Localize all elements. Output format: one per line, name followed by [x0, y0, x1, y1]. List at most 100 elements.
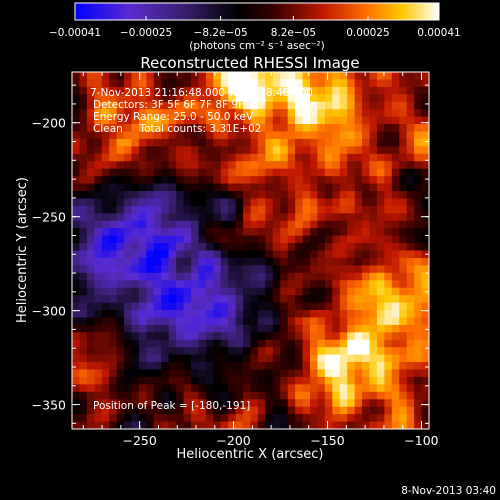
heatmap-cell	[198, 220, 207, 229]
heatmap-cell	[414, 406, 422, 415]
heatmap-cell	[116, 376, 125, 385]
heatmap-cell	[183, 161, 192, 170]
heatmap-cell	[153, 146, 162, 155]
heatmap-cell	[414, 153, 422, 162]
heatmap-cell	[183, 131, 192, 140]
heatmap-cell	[235, 228, 244, 237]
heatmap-cell	[272, 376, 281, 385]
heatmap-cell	[376, 161, 385, 170]
heatmap-cell	[265, 257, 274, 266]
heatmap-cell	[243, 138, 251, 147]
heatmap-cell	[101, 310, 110, 318]
heatmap-cell	[302, 138, 311, 147]
heatmap-cell	[116, 347, 125, 356]
heatmap-cell	[213, 369, 222, 378]
heatmap-cell	[131, 272, 140, 281]
heatmap-cell	[250, 369, 259, 378]
heatmap-cell	[354, 376, 363, 385]
heatmap-cell	[124, 414, 132, 422]
heatmap-cell	[153, 287, 162, 296]
heatmap-cell	[280, 369, 289, 378]
heatmap-cell	[384, 339, 393, 348]
heatmap-cell	[406, 369, 415, 378]
heatmap-cell	[124, 406, 132, 415]
heatmap-cell	[220, 250, 229, 259]
heatmap-cell	[347, 295, 356, 303]
heatmap-cell	[228, 391, 237, 400]
heatmap-cell	[317, 310, 326, 318]
heatmap-cell	[280, 332, 289, 341]
heatmap-cell	[257, 228, 266, 237]
heatmap-cell	[168, 153, 177, 162]
heatmap-cell	[205, 205, 214, 214]
heatmap-cell	[72, 354, 80, 363]
heatmap-cell	[205, 138, 214, 147]
heatmap-cell	[376, 228, 385, 237]
heatmap-cell	[72, 138, 80, 147]
heatmap-cell	[295, 168, 303, 177]
heatmap-cell	[146, 384, 155, 393]
heatmap-cell	[272, 332, 281, 341]
heatmap-cell	[101, 94, 110, 103]
heatmap-cell	[72, 183, 80, 192]
heatmap-cell	[101, 124, 110, 132]
heatmap-cell	[354, 94, 363, 103]
heatmap-cell	[72, 295, 80, 303]
heatmap-cell	[228, 72, 237, 80]
heatmap-cell	[302, 235, 311, 244]
heatmap-cell	[198, 265, 207, 274]
heatmap-cell	[161, 101, 170, 110]
heatmap-cell	[310, 198, 318, 207]
heatmap-cell	[153, 116, 162, 125]
heatmap-cell	[146, 310, 155, 318]
heatmap-cell	[287, 191, 296, 199]
heatmap-cell	[399, 183, 408, 192]
heatmap-cell	[213, 295, 222, 303]
heatmap-cell	[250, 176, 259, 184]
heatmap-cell	[101, 354, 110, 363]
heatmap-cell	[109, 101, 118, 110]
heatmap-cell	[101, 317, 110, 326]
heatmap-cell	[109, 183, 118, 192]
heatmap-cell	[198, 138, 207, 147]
heatmap-cell	[161, 124, 170, 132]
heatmap-cell	[116, 362, 125, 370]
heatmap-cell	[376, 213, 385, 222]
heatmap-cell	[399, 79, 408, 88]
heatmap-cell	[213, 280, 222, 289]
heatmap-cell	[384, 183, 393, 192]
heatmap-cell	[332, 176, 341, 184]
heatmap-cell	[391, 161, 400, 170]
heatmap-cell	[86, 72, 95, 80]
heatmap-cell	[72, 347, 80, 356]
heatmap-cell	[376, 243, 385, 251]
heatmap-cell	[339, 339, 348, 348]
heatmap-cell	[354, 295, 363, 303]
heatmap-cell	[324, 310, 333, 318]
heatmap-cell	[86, 317, 95, 326]
heatmap-cell	[79, 399, 88, 408]
heatmap-cell	[310, 280, 318, 289]
heatmap-cell	[116, 257, 125, 266]
heatmap-cell	[295, 198, 303, 207]
heatmap-cell	[124, 146, 132, 155]
heatmap-cell	[339, 235, 348, 244]
heatmap-cell	[421, 384, 429, 393]
heatmap-cell	[295, 72, 303, 80]
heatmap-cell	[406, 205, 415, 214]
heatmap-cell	[250, 332, 259, 341]
heatmap-cell	[384, 287, 393, 296]
heatmap-cell	[79, 369, 88, 378]
heatmap-cell	[414, 257, 422, 266]
heatmap-cell	[257, 86, 266, 95]
heatmap-cell	[228, 280, 237, 289]
heatmap-cell	[205, 79, 214, 88]
heatmap-cell	[362, 324, 370, 333]
heatmap-cell	[406, 354, 415, 363]
heatmap-cell	[228, 406, 237, 415]
heatmap-cell	[86, 131, 95, 140]
heatmap-cell	[191, 250, 199, 259]
heatmap-cell	[72, 228, 80, 237]
heatmap-cell	[131, 191, 140, 199]
heatmap-cell	[347, 243, 356, 251]
